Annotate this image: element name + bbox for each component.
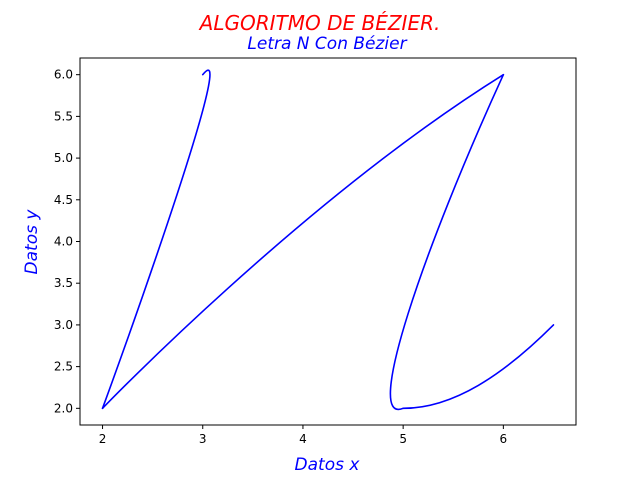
bezier-curve-segment-3 bbox=[389, 73, 505, 411]
y-tick-label: 4.5 bbox=[54, 193, 73, 207]
y-axis-label: Datos y bbox=[22, 209, 42, 275]
y-tick-label: 3.5 bbox=[54, 276, 73, 290]
x-axis: 2 3 4 5 6 bbox=[99, 425, 507, 446]
y-tick-label: 4.0 bbox=[54, 235, 73, 249]
y-tick-label: 5.0 bbox=[54, 151, 73, 165]
chart-title: Letra N Con Bézier bbox=[247, 34, 407, 54]
x-tick-label: 5 bbox=[399, 432, 407, 446]
y-tick-label: 2.0 bbox=[54, 401, 73, 415]
bezier-curve-segment-4 bbox=[402, 324, 555, 410]
y-tick-label: 2.5 bbox=[54, 360, 73, 374]
x-tick-label: 2 bbox=[99, 432, 107, 446]
x-tick-label: 3 bbox=[199, 432, 207, 446]
x-axis-label: Datos x bbox=[295, 455, 361, 475]
x-tick-label: 6 bbox=[500, 432, 508, 446]
y-tick-label: 5.5 bbox=[54, 109, 73, 123]
bezier-curve-segment-1 bbox=[101, 69, 211, 410]
plot-area bbox=[101, 69, 555, 411]
chart-suptitle: ALGORITMO DE BÉZIER. bbox=[198, 11, 441, 35]
y-tick-label: 6.0 bbox=[54, 68, 73, 82]
bezier-curve-segment-2 bbox=[101, 73, 505, 410]
y-axis: 2.0 2.5 3.0 3.5 4.0 4.5 5.0 5.5 6.0 bbox=[54, 68, 80, 415]
x-tick-label: 4 bbox=[299, 432, 307, 446]
y-tick-label: 3.0 bbox=[54, 318, 73, 332]
